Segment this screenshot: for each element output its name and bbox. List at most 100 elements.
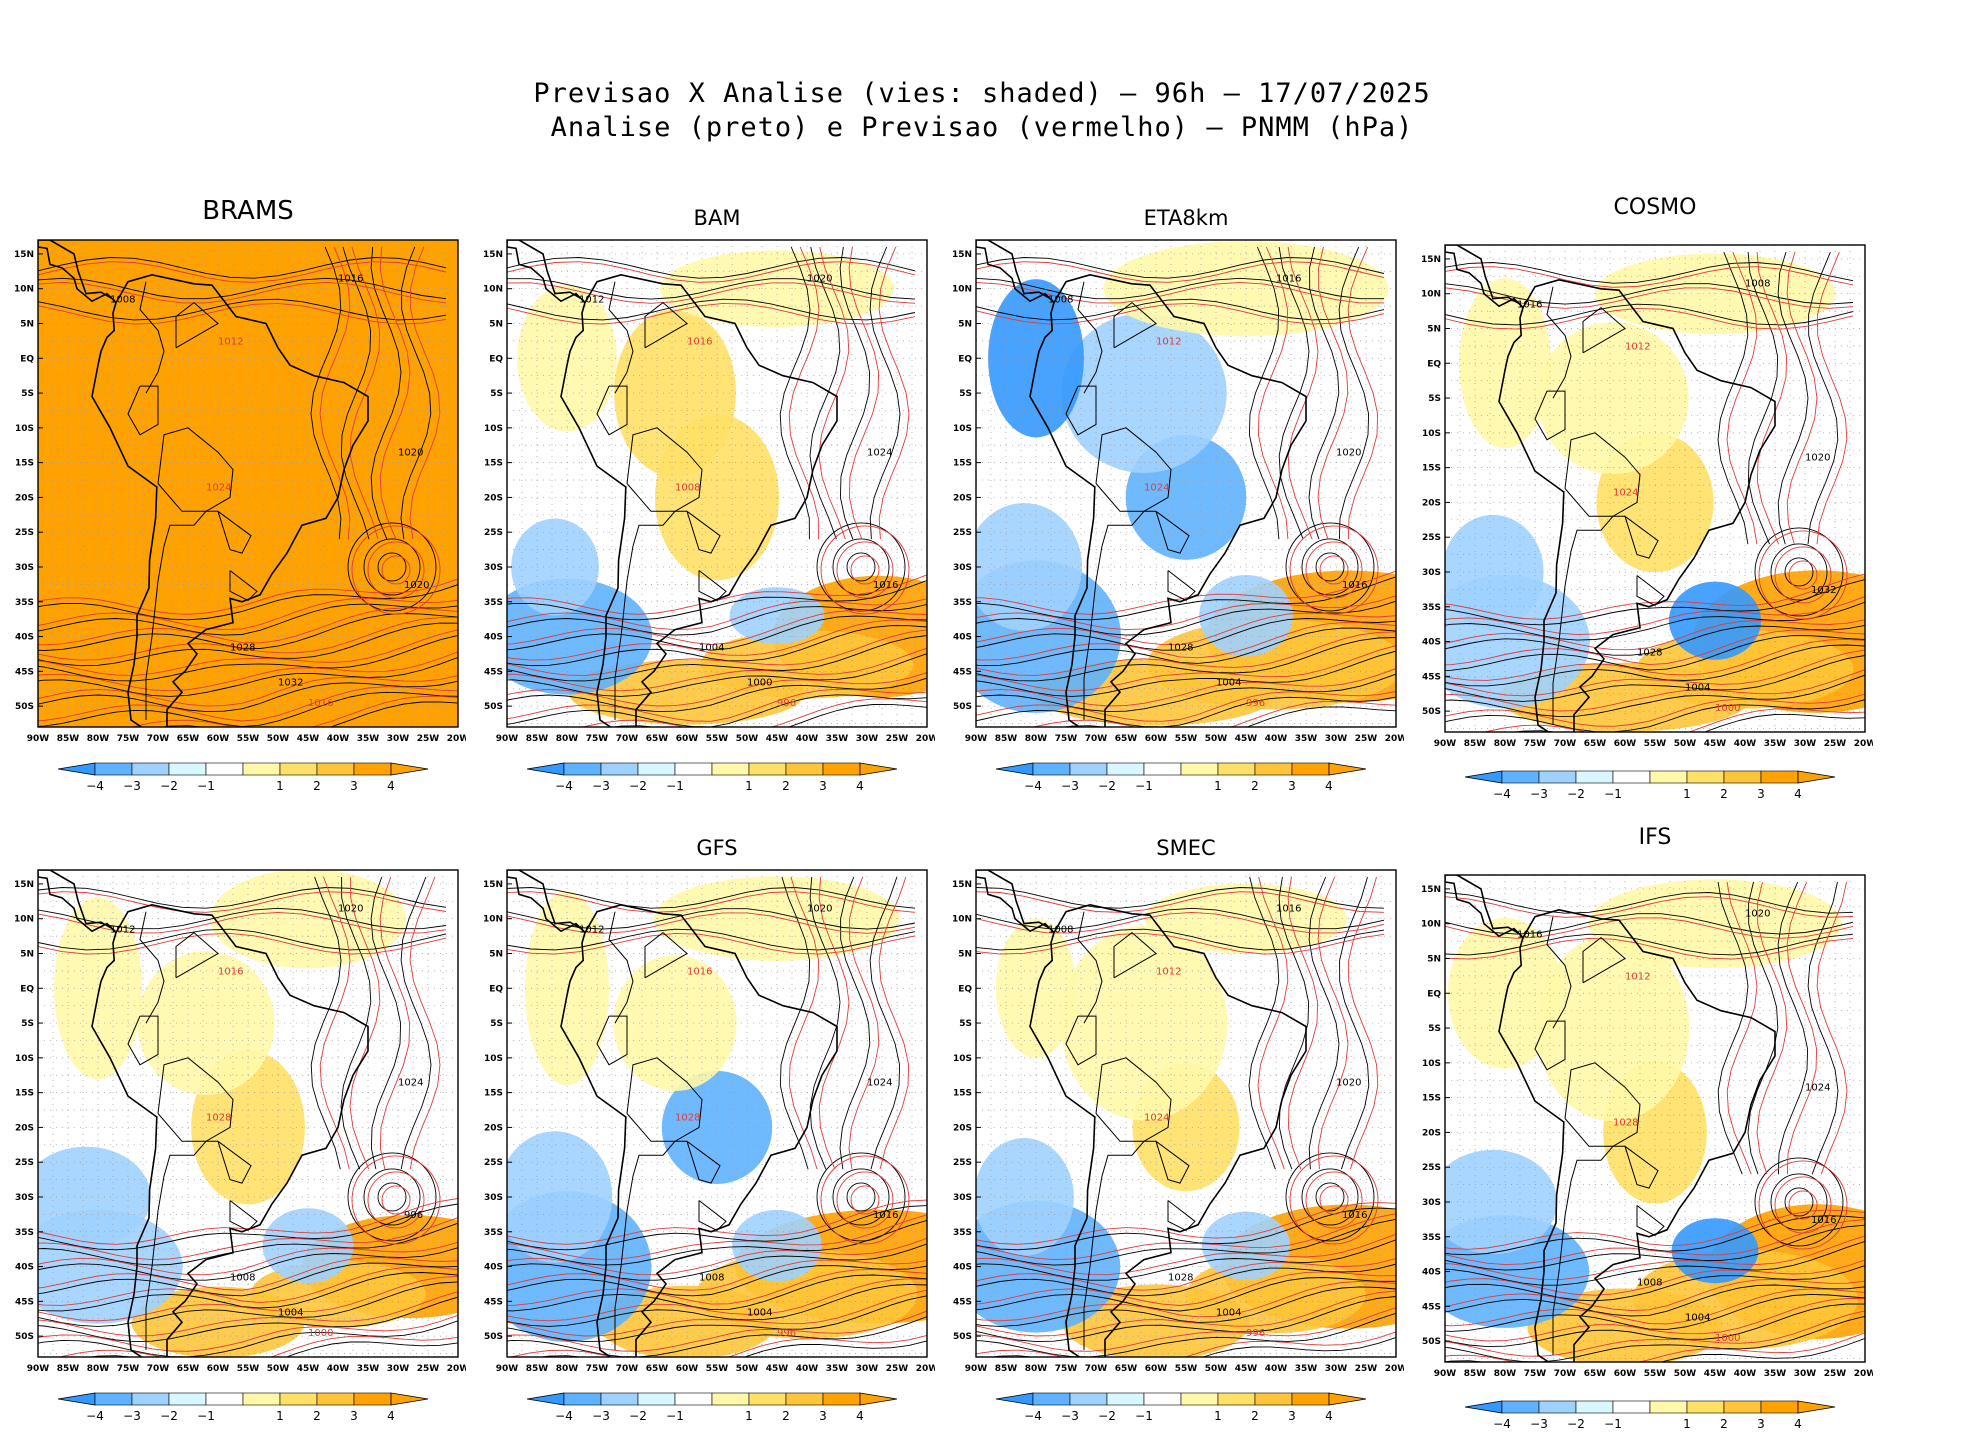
isobar <box>1445 619 1865 651</box>
bias-shade <box>507 1131 613 1263</box>
isobar <box>507 615 927 651</box>
lat-tick-label: 25S <box>484 1158 503 1168</box>
colorbar-swatch <box>1143 1392 1182 1406</box>
lat-tick-label: 10N <box>952 915 972 925</box>
contour-label: 1008 <box>230 1272 255 1283</box>
lat-tick-label: 40S <box>953 1263 972 1273</box>
country-border <box>175 931 219 979</box>
lon-tick-label: 30W <box>856 1364 879 1374</box>
country-border <box>127 385 159 436</box>
isobar <box>976 1271 1396 1306</box>
colorbar-tick-label: 2 <box>782 779 790 793</box>
contour-label: 1028 <box>1637 647 1662 658</box>
isobar <box>507 580 927 621</box>
high-pressure-contour <box>1758 1160 1848 1250</box>
lat-tick-label: 5N <box>489 319 503 329</box>
colorbar-swatch <box>1180 762 1219 776</box>
colorbar-swatch <box>168 762 207 776</box>
country-border <box>1155 510 1190 554</box>
lat-tick-label: 10N <box>952 285 972 295</box>
map-panel-ifs: 1016 1012 1020 1024 1028 1008 1004 1000 1016 90W 8… <box>1421 874 1873 1379</box>
high-pressure-contour <box>1315 1182 1345 1212</box>
colorbar-swatch <box>1649 770 1688 784</box>
colorbar-tick-label: 1 <box>1683 787 1691 801</box>
isobar <box>610 703 927 727</box>
lon-tick-label: 80W <box>1025 1364 1048 1374</box>
isobar <box>1445 649 1865 697</box>
lon-tick-label: 35W <box>1295 1364 1318 1374</box>
panel-title-gfs: GFS <box>696 836 738 860</box>
contour-label: 1020 <box>1336 1078 1361 1089</box>
colorbar-tick-label: 1 <box>1214 1409 1222 1423</box>
colorbar-tick-label: 4 <box>1325 779 1333 793</box>
lat-tick-label: 10S <box>953 424 972 434</box>
lat-tick-label: 45S <box>15 667 34 677</box>
lat-tick-label: 40S <box>15 633 34 643</box>
contour-label: 1000 <box>1715 703 1740 714</box>
isobar <box>507 1199 927 1245</box>
isobar <box>1445 1337 1865 1362</box>
colorbar-tick-label: −3 <box>592 779 610 793</box>
lat-tick-label: 25S <box>484 528 503 538</box>
lat-tick-label: 5N <box>20 319 34 329</box>
lat-tick-label: 10N <box>14 285 34 295</box>
high-pressure-contour <box>832 538 890 596</box>
high-pressure-contour <box>1758 530 1848 620</box>
country-border <box>1065 385 1097 436</box>
lon-tick-label: 85W <box>57 1364 80 1374</box>
isobar <box>507 1295 927 1343</box>
isobar <box>1445 1215 1865 1256</box>
high-pressure-contour <box>1305 1171 1363 1229</box>
country-border <box>145 1140 218 1350</box>
country-border <box>175 301 219 349</box>
colorbar-tick-label: 1 <box>276 779 284 793</box>
high-pressure-contour <box>377 552 407 582</box>
lon-tick-label: 30W <box>387 734 410 744</box>
lon-tick-label: 85W <box>995 734 1018 744</box>
panel-title-smec: SMEC <box>1156 836 1216 860</box>
isobar <box>976 1239 1396 1281</box>
contour-label: 1004 <box>699 642 724 653</box>
colorbar-tick-label: 3 <box>350 1409 358 1423</box>
isobar <box>38 675 458 707</box>
contour-label: 1016 <box>1811 1215 1836 1226</box>
colorbar-tick-label: 4 <box>1794 1417 1802 1431</box>
lon-tick-label: 25W <box>886 734 909 744</box>
lon-tick-label: 70W <box>1085 1364 1108 1374</box>
high-pressure-contour <box>1305 541 1363 599</box>
isobar <box>580 698 927 727</box>
country-border <box>1534 1020 1566 1071</box>
isobar <box>976 622 1396 661</box>
lat-tick-label: 45S <box>1422 1302 1441 1312</box>
country-border <box>145 510 218 720</box>
isobar <box>976 1331 1396 1357</box>
high-pressure-contour <box>347 1152 437 1242</box>
isobar <box>507 598 927 631</box>
colorbar-swatch <box>785 1392 824 1406</box>
high-pressure-contour <box>836 541 894 599</box>
map-panel-cosmo: 1016 1012 1008 1020 1024 1028 1004 1000 1032 90W 8… <box>1421 244 1873 749</box>
lon-tick-label: 40W <box>796 734 819 744</box>
lon-tick-label: 70W <box>1554 1369 1577 1379</box>
lat-tick-label: 15S <box>953 1089 972 1099</box>
contour-label: 1012 <box>1156 966 1181 977</box>
lon-tick-label: 25W <box>417 1364 440 1374</box>
lat-tick-label: EQ <box>20 354 34 364</box>
isobar <box>508 1334 927 1357</box>
isobar <box>507 1278 927 1322</box>
lat-tick-label: 45S <box>953 667 972 677</box>
colorbar-tick-label: −4 <box>1024 1409 1042 1423</box>
country-border <box>596 385 628 436</box>
lon-tick-label: 60W <box>1614 739 1637 749</box>
contour-label: 1024 <box>398 1078 423 1089</box>
lat-tick-label: 20S <box>1422 1128 1441 1138</box>
lat-tick-label: 25S <box>15 528 34 538</box>
lon-tick-label: 35W <box>1764 1369 1787 1379</box>
lat-tick-label: 5N <box>1427 324 1441 334</box>
bias-shade <box>1671 1218 1759 1284</box>
lat-tick-label: 5S <box>1428 1024 1441 1034</box>
high-pressure-contour <box>820 1155 910 1245</box>
lat-tick-label: 10S <box>1422 1059 1441 1069</box>
isobar <box>976 618 1396 651</box>
isobar <box>1445 601 1865 641</box>
